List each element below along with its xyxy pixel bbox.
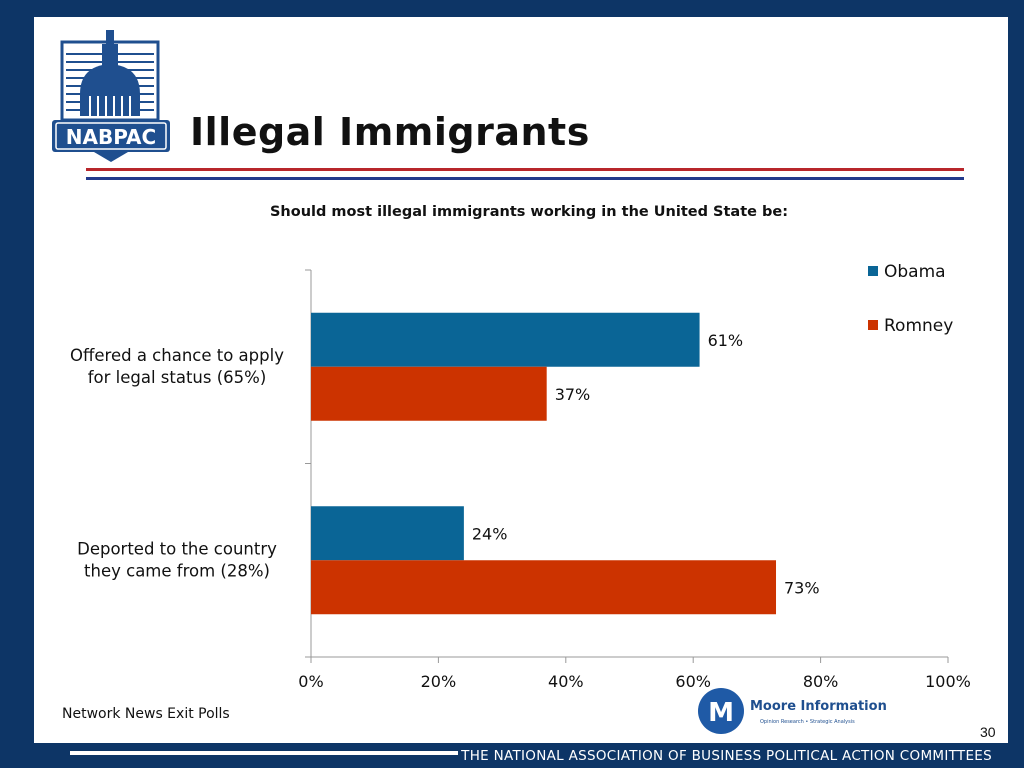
x-tick-label: 100%	[925, 672, 971, 691]
x-tick-label: 0%	[298, 672, 323, 691]
page-number: 30	[980, 724, 996, 740]
footer-divider	[70, 751, 458, 755]
logo-text: NABPAC	[66, 125, 156, 149]
data-label: 61%	[708, 331, 744, 350]
legend-swatch-obama	[868, 266, 878, 276]
moore-initial: M	[708, 698, 734, 728]
data-label: 24%	[472, 524, 508, 543]
chart-subtitle: Should most illegal immigrants working i…	[269, 204, 789, 220]
footer-bar	[0, 743, 1024, 768]
legend-swatch-romney	[868, 320, 878, 330]
page-title: Illegal Immigrants	[190, 110, 590, 154]
category-label: they came from (28%)	[84, 561, 270, 580]
title-rule-blue	[86, 177, 964, 180]
category-label: Offered a chance to apply	[70, 346, 284, 365]
bar-romney	[311, 366, 547, 421]
bar-chart: 0% 20% 40% 60% 80% 100% 61% 37% Offered a chance…	[70, 262, 971, 691]
legend-label-romney: Romney	[884, 316, 953, 336]
legend-label-obama: Obama	[884, 262, 946, 282]
moore-information-logo: M Moore Information Opinion Research • S…	[696, 686, 887, 736]
moore-name: Moore Information	[750, 699, 886, 714]
bar-obama	[311, 312, 700, 367]
moore-tagline: Opinion Research • Strategic Analysis	[760, 719, 855, 725]
category-label: for legal status (65%)	[88, 368, 267, 387]
x-tick-label: 20%	[421, 672, 457, 691]
bar-obama	[311, 506, 464, 561]
footer-text: THE NATIONAL ASSOCIATION OF BUSINESS POL…	[461, 748, 992, 764]
data-label: 37%	[555, 385, 591, 404]
x-tick-label: 80%	[803, 672, 839, 691]
source-note: Network News Exit Polls	[62, 706, 230, 722]
x-tick-label: 60%	[675, 672, 711, 691]
title-rule-red	[86, 168, 964, 171]
bar-romney	[311, 560, 777, 615]
nabpac-logo: NABPAC	[50, 24, 175, 164]
x-tick-label: 40%	[548, 672, 584, 691]
category-label: Deported to the country	[77, 539, 277, 558]
data-label: 73%	[784, 578, 820, 597]
